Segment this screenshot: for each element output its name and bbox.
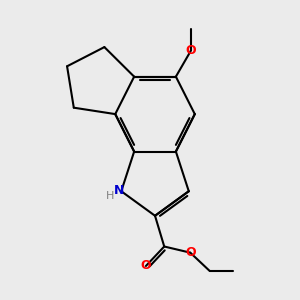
Text: O: O — [185, 246, 196, 259]
Text: N: N — [114, 184, 124, 197]
Text: O: O — [141, 260, 151, 272]
Text: H: H — [106, 191, 115, 201]
Text: O: O — [186, 44, 196, 57]
